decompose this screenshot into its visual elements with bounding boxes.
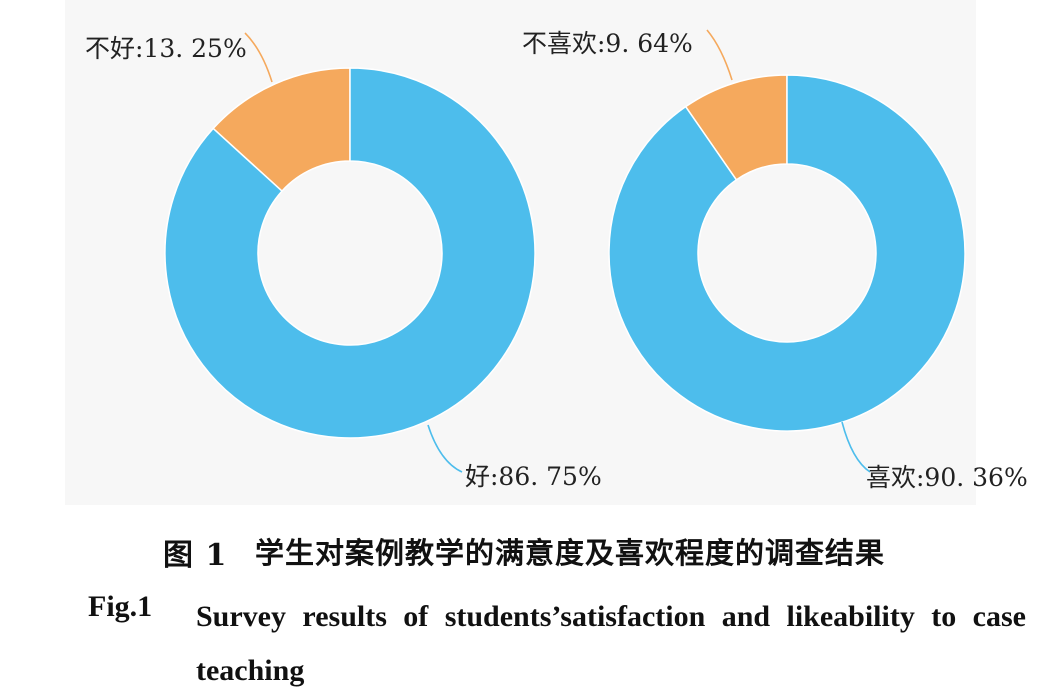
slice-label: 不好:13. 25% bbox=[85, 34, 247, 63]
caption-chinese: 图 1 学生对案例教学的满意度及喜欢程度的调查结果 bbox=[0, 530, 1056, 574]
slice-label: 不喜欢:9. 64% bbox=[522, 29, 693, 58]
donut-chart-2: 不喜欢:9. 64% 喜欢:90. 36% bbox=[522, 29, 1028, 492]
caption-cn-label: 图 1 bbox=[163, 538, 228, 573]
caption-en-text: Survey results of students’satisfaction … bbox=[196, 600, 1026, 687]
slice-label: 好:86. 75% bbox=[465, 462, 602, 491]
caption-en-label: Fig.1 bbox=[88, 590, 153, 623]
caption-cn-text: 学生对案例教学的满意度及喜欢程度的调查结果 bbox=[255, 536, 886, 570]
donut-slice-喜欢 bbox=[608, 74, 966, 432]
slice-label: 喜欢:90. 36% bbox=[866, 463, 1028, 492]
donut-chart-1: 不好:13. 25% 好:86. 75% bbox=[85, 32, 602, 491]
donut-charts: 不好:13. 25% 好:86. 75% 不喜欢:9. 64% 喜欢:90. 36% bbox=[85, 29, 1028, 492]
caption-english: Fig.1 Survey results of students’satisfa… bbox=[0, 590, 1056, 690]
leader-line bbox=[427, 424, 463, 473]
leader-line bbox=[841, 421, 871, 473]
leader-line bbox=[706, 29, 733, 81]
donut-slice-好 bbox=[164, 67, 536, 439]
leader-line bbox=[244, 32, 273, 83]
